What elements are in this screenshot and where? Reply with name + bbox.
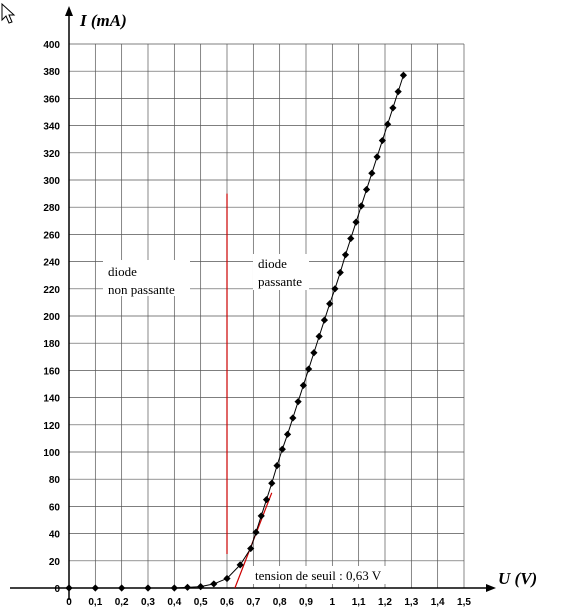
x-tick-label: 0,2 — [115, 597, 129, 608]
data-point — [315, 332, 323, 340]
y-tick-label: 360 — [43, 94, 60, 105]
y-tick-label: 120 — [43, 421, 60, 432]
data-point — [399, 71, 408, 79]
data-point — [197, 583, 205, 591]
threshold-annotation-bg — [251, 566, 409, 584]
data-point — [310, 349, 318, 357]
y-tick-label: 80 — [49, 475, 61, 486]
data-point — [257, 512, 265, 520]
threshold-annotation: tension de seuil : 0,63 V — [255, 568, 382, 583]
x-tick-label: 0,8 — [273, 597, 287, 608]
right-zone-label-bg — [253, 254, 309, 290]
data-point — [118, 584, 126, 592]
data-point — [389, 104, 397, 112]
data-point — [362, 185, 371, 194]
y-tick-label: 220 — [43, 285, 60, 296]
x-tick-label: 1,2 — [378, 597, 392, 608]
data-point — [336, 268, 344, 277]
data-point — [352, 218, 360, 226]
left-zone-label-line2: non passante — [108, 282, 175, 297]
data-point — [394, 88, 402, 96]
series-line — [69, 75, 404, 589]
x-tick-label: 0,7 — [246, 597, 260, 608]
x-tick-label: 0,4 — [167, 597, 181, 608]
data-point — [65, 584, 73, 592]
y-tick-label: 400 — [43, 40, 60, 51]
x-axis-title: U (V) — [498, 569, 537, 588]
x-tick-label: 1,3 — [404, 597, 418, 608]
data-point — [331, 285, 339, 293]
data-point — [294, 398, 302, 406]
x-axis-arrow — [486, 584, 496, 592]
x-tick-label: 0,9 — [299, 597, 313, 608]
data-point — [373, 153, 381, 161]
y-tick-label: 320 — [43, 149, 60, 160]
y-axis-title: I (mA) — [79, 11, 127, 30]
y-tick-label: 200 — [43, 312, 60, 323]
data-point — [268, 479, 276, 487]
data-point — [252, 528, 260, 536]
data-point — [341, 251, 350, 259]
x-tick-label: 0,6 — [220, 597, 234, 608]
data-point — [357, 202, 365, 210]
x-tick-label: 0,1 — [88, 597, 102, 608]
left-zone-label-bg — [103, 260, 190, 296]
data-point — [283, 430, 292, 438]
x-tick-label: 1,1 — [352, 597, 366, 608]
data-point — [262, 496, 271, 504]
data-point — [210, 580, 218, 588]
data-point — [289, 414, 297, 422]
data-point — [299, 381, 307, 389]
data-point — [236, 561, 244, 569]
data-point — [368, 169, 376, 177]
data-point — [278, 445, 286, 453]
x-tick-label: 0 — [66, 597, 72, 608]
right-zone-label-line2: passante — [258, 274, 302, 289]
x-tick-label: 1,4 — [431, 597, 445, 608]
data-point — [347, 234, 355, 243]
y-tick-label: 100 — [43, 448, 60, 459]
data-point — [305, 365, 313, 373]
y-tick-label: 160 — [43, 366, 60, 377]
x-tick-label: 0,5 — [194, 597, 208, 608]
y-tick-label: 340 — [43, 122, 60, 133]
x-tick-label: 0,3 — [141, 597, 155, 608]
y-tick-label: 0 — [54, 584, 60, 595]
y-tick-label: 300 — [43, 176, 60, 187]
y-tick-label: 140 — [43, 394, 60, 405]
y-tick-label: 280 — [43, 203, 60, 214]
data-point — [247, 544, 255, 553]
y-tick-label: 260 — [43, 230, 60, 241]
y-tick-label: 20 — [49, 557, 61, 568]
data-point — [170, 584, 178, 592]
x-tick-label: 1 — [330, 597, 336, 608]
left-zone-label-line1: diode — [108, 264, 137, 279]
data-point — [183, 583, 192, 591]
y-axis-arrow — [65, 6, 73, 16]
data-point — [273, 462, 281, 470]
data-point — [378, 136, 386, 145]
y-tick-label: 180 — [43, 339, 60, 350]
data-point — [223, 574, 231, 583]
y-tick-label: 240 — [43, 258, 60, 269]
y-tick-label: 380 — [43, 67, 60, 78]
x-tick-label: 1,5 — [457, 597, 471, 608]
y-tick-label: 60 — [49, 502, 61, 513]
data-point — [91, 584, 99, 592]
tick-labels: 0 0,1 0,2 0,3 0,4 0,5 0,6 0,7 0,8 0,9 1 1,1 1,2 1,3 1,… — [43, 40, 471, 608]
mouse-cursor-icon — [1, 2, 16, 24]
right-zone-label-line1: diode — [258, 256, 287, 271]
data-point — [144, 584, 152, 592]
data-point — [384, 120, 392, 128]
threshold-line-group — [226, 193, 273, 589]
data-point — [320, 316, 329, 324]
y-tick-label: 40 — [49, 530, 61, 541]
data-point — [326, 300, 334, 308]
data-series — [65, 71, 408, 592]
